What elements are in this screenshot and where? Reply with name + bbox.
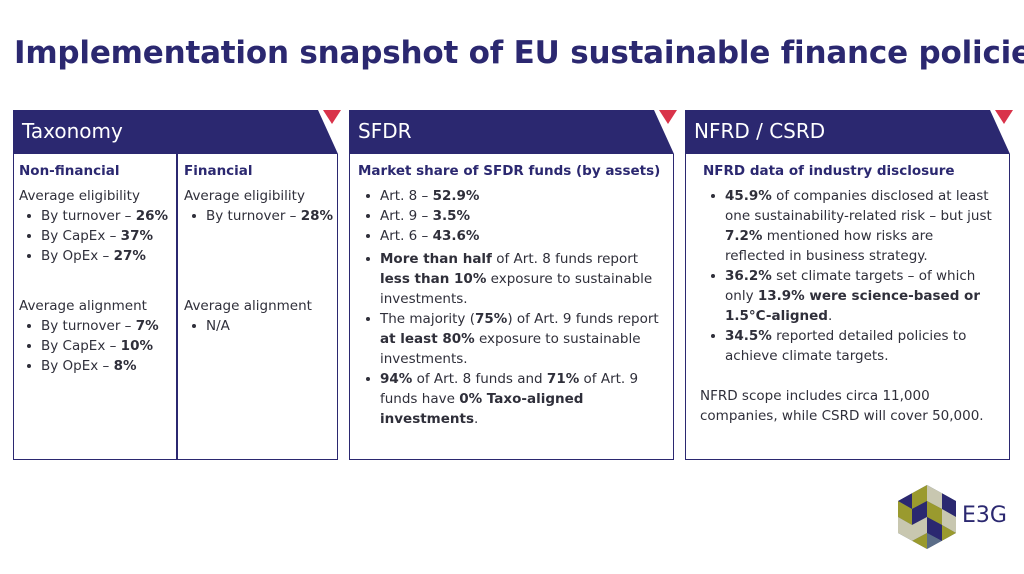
nonfinancial-column: Non-financial Average eligibility By tur…: [19, 154, 175, 459]
list-item: By OpEx – 27%: [27, 246, 175, 266]
taxonomy-header: Taxonomy: [13, 110, 338, 154]
nfrd-body: NFRD data of industry disclosure 45.9% o…: [685, 154, 1010, 460]
financial-alignment-list: N/A: [184, 316, 336, 336]
financial-alignment-label: Average alignment: [184, 297, 312, 314]
list-item: Art. 6 – 43.6%: [366, 226, 665, 246]
list-item: 34.5% reported detailed policies to achi…: [711, 326, 997, 366]
nfrd-column: NFRD data of industry disclosure 45.9% o…: [700, 154, 997, 459]
nfrd-scope-note: NFRD scope includes circa 11,000 compani…: [700, 387, 984, 424]
sfdr-column: Market share of SFDR funds (by assets) A…: [358, 154, 665, 459]
nonfinancial-eligibility-list: By turnover – 26% By CapEx – 37% By OpEx…: [19, 206, 175, 266]
nfrd-heading: NFRD data of industry disclosure: [703, 163, 955, 179]
financial-eligibility-list: By turnover – 28%: [184, 206, 336, 226]
list-item: By turnover – 28%: [192, 206, 336, 226]
flag-icon: [659, 110, 677, 124]
nfrd-header-label: NFRD / CSRD: [694, 119, 826, 143]
financial-column: Financial Average eligibility By turnove…: [184, 154, 336, 459]
sfdr-panel: SFDR Market share of SFDR funds (by asse…: [349, 110, 677, 460]
list-item: By turnover – 7%: [27, 316, 175, 336]
list-item: 94% of Art. 8 funds and 71% of Art. 9 fu…: [366, 369, 665, 429]
list-item: By OpEx – 8%: [27, 356, 175, 376]
financial-heading: Financial: [184, 163, 253, 179]
page-title: Implementation snapshot of EU sustainabl…: [14, 35, 1024, 71]
list-item: N/A: [192, 316, 336, 336]
e3g-logo-text: E3G: [962, 503, 1007, 528]
nonfinancial-eligibility-label: Average eligibility: [19, 187, 140, 204]
flag-icon: [995, 110, 1013, 124]
nonfinancial-heading: Non-financial: [19, 163, 120, 179]
list-item: 36.2% set climate targets – of which onl…: [711, 266, 997, 326]
sfdr-header-label: SFDR: [358, 119, 412, 143]
nfrd-findings-list: 45.9% of companies disclosed at least on…: [703, 186, 997, 366]
sfdr-body: Market share of SFDR funds (by assets) A…: [349, 154, 674, 460]
list-item: By turnover – 26%: [27, 206, 175, 226]
sfdr-heading: Market share of SFDR funds (by assets): [358, 163, 661, 179]
nonfinancial-alignment-label: Average alignment: [19, 297, 147, 314]
list-item: Art. 9 – 3.5%: [366, 206, 665, 226]
sfdr-findings-list: More than half of Art. 8 funds report le…: [358, 249, 665, 429]
list-item: The majority (75%) of Art. 9 funds repor…: [366, 309, 665, 369]
nfrd-panel: NFRD / CSRD NFRD data of industry disclo…: [685, 110, 1013, 460]
sfdr-share-list: Art. 8 – 52.9% Art. 9 – 3.5% Art. 6 – 43…: [358, 186, 665, 246]
list-item: Art. 8 – 52.9%: [366, 186, 665, 206]
financial-eligibility-label: Average eligibility: [184, 187, 305, 204]
list-item: By CapEx – 10%: [27, 336, 175, 356]
taxonomy-header-label: Taxonomy: [22, 119, 123, 143]
nonfinancial-alignment-list: By turnover – 7% By CapEx – 10% By OpEx …: [19, 316, 175, 376]
list-item: More than half of Art. 8 funds report le…: [366, 249, 665, 309]
flag-icon: [323, 110, 341, 124]
nfrd-header: NFRD / CSRD: [685, 110, 1010, 154]
column-divider: [176, 154, 178, 459]
list-item: By CapEx – 37%: [27, 226, 175, 246]
e3g-hexagon-logo-icon: [898, 485, 956, 549]
taxonomy-body: Non-financial Average eligibility By tur…: [13, 154, 338, 460]
sfdr-header: SFDR: [349, 110, 674, 154]
list-item: 45.9% of companies disclosed at least on…: [711, 186, 997, 266]
taxonomy-panel: Taxonomy Non-financial Average eligibili…: [13, 110, 341, 460]
